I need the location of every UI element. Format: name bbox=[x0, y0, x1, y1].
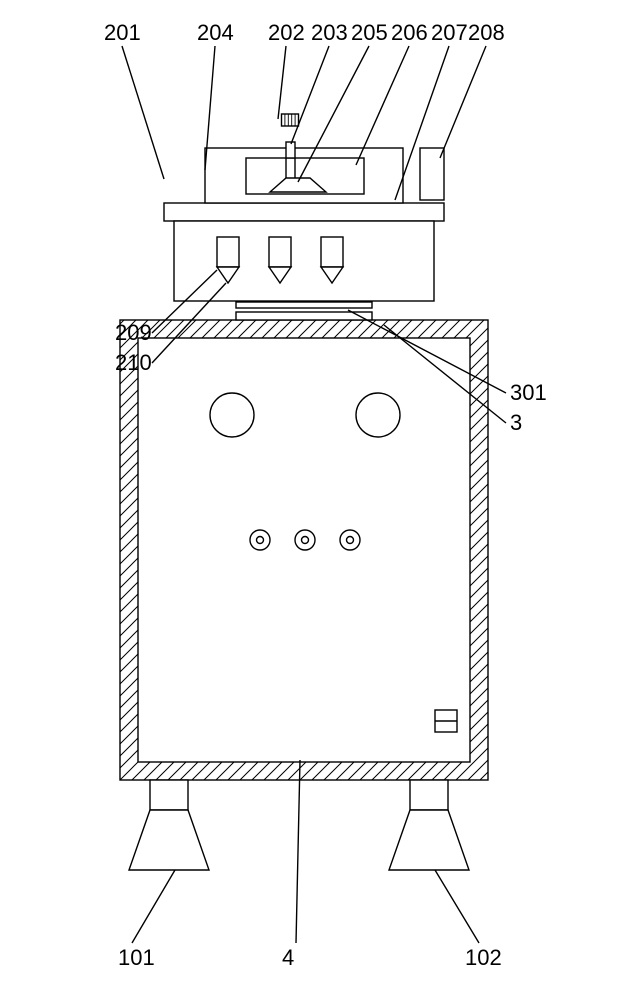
diagram: 201 204 202203205206207208 209 210 301 3 101 4 10… bbox=[0, 0, 632, 1000]
label-210: 210 bbox=[115, 350, 152, 375]
nozzle-body-2 bbox=[321, 237, 343, 267]
foot-cone-0 bbox=[129, 810, 209, 870]
label-208: 208 bbox=[468, 20, 505, 45]
label-204: 204 bbox=[197, 20, 234, 45]
label-201: 201 bbox=[104, 20, 141, 45]
label-206: 206 bbox=[391, 20, 428, 45]
fan-head bbox=[282, 114, 299, 126]
label-301: 301 bbox=[510, 380, 547, 405]
leader-206 bbox=[356, 46, 409, 165]
slot-upper bbox=[236, 302, 372, 308]
fan-stem bbox=[286, 142, 295, 158]
slot-lower bbox=[236, 312, 372, 320]
leader-208 bbox=[440, 46, 486, 158]
label-202: 202 bbox=[268, 20, 305, 45]
leader-202 bbox=[278, 46, 286, 119]
leader-4 bbox=[296, 760, 300, 943]
leader-102 bbox=[435, 870, 479, 943]
head-lower-top bbox=[164, 203, 444, 221]
label-203: 203 bbox=[311, 20, 348, 45]
leader-201 bbox=[122, 46, 164, 179]
label-207: 207 bbox=[431, 20, 468, 45]
head-lower-mid bbox=[174, 221, 434, 301]
label-205: 205 bbox=[351, 20, 388, 45]
nozzle-body-0 bbox=[217, 237, 239, 267]
foot-neck-1 bbox=[410, 780, 448, 810]
nozzle-body-1 bbox=[269, 237, 291, 267]
label-209: 209 bbox=[115, 320, 152, 345]
foot-cone-1 bbox=[389, 810, 469, 870]
leader-203 bbox=[291, 46, 329, 144]
label-101: 101 bbox=[118, 945, 155, 970]
label-102: 102 bbox=[465, 945, 502, 970]
leader-101 bbox=[132, 870, 175, 943]
foot-neck-0 bbox=[150, 780, 188, 810]
label-4: 4 bbox=[282, 945, 294, 970]
label-3: 3 bbox=[510, 410, 522, 435]
